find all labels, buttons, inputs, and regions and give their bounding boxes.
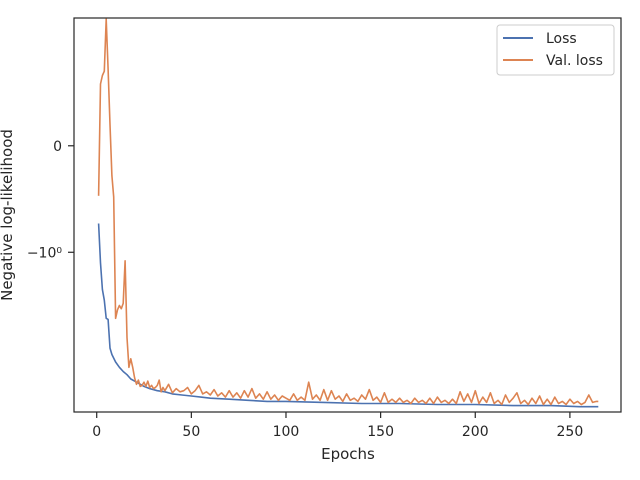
x-tick-label: 0 xyxy=(92,424,101,440)
x-tick-label: 250 xyxy=(557,424,584,440)
x-tick-label: 200 xyxy=(462,424,489,440)
plot-lines xyxy=(97,18,599,408)
y-axis-ticks: 0 −10⁰ xyxy=(27,139,74,261)
x-tick-label: 100 xyxy=(273,424,300,440)
legend-label-loss: Loss xyxy=(546,31,577,47)
series-line-loss xyxy=(97,223,599,408)
y-tick-label: −10⁰ xyxy=(27,245,63,261)
x-axis-ticks: 0 50 100 150 200 250 xyxy=(92,412,583,440)
legend: Loss Val. loss xyxy=(496,24,615,76)
x-tick-label: 50 xyxy=(182,424,200,440)
y-axis-label: Negative log-likelihood xyxy=(0,129,16,301)
x-tick-label: 150 xyxy=(367,424,394,440)
plot-frame xyxy=(73,17,622,413)
series-line-val-loss xyxy=(97,18,599,406)
y-tick-label: 0 xyxy=(53,139,62,155)
x-axis-label: Epochs xyxy=(321,445,375,463)
legend-label-val-loss: Val. loss xyxy=(546,53,603,69)
